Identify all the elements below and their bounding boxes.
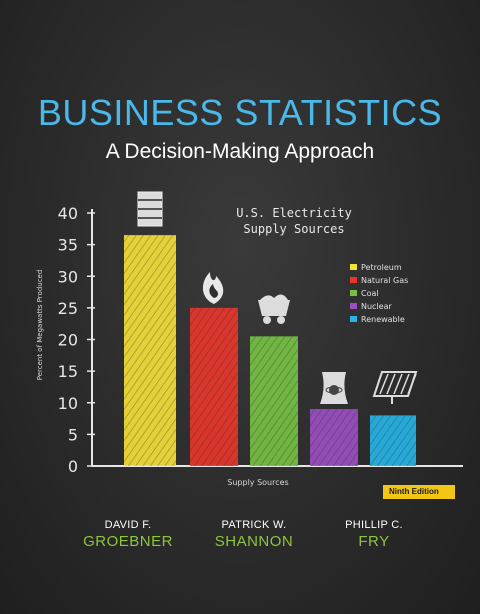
y-axis-label: Percent of Megawatts Produced [36,270,44,381]
y-tick-label: 40 [58,204,78,223]
bar-texture [190,308,238,466]
author-2-last: SHANNON [184,533,324,550]
y-tick-label: 35 [58,236,78,255]
x-axis-label: Supply Sources [227,478,288,487]
author-2-first: PATRICK W. [184,519,324,531]
author-3-first: PHILLIP C. [304,519,444,531]
y-tick-label: 10 [58,394,78,413]
panel-cell [401,374,409,394]
author-1: DAVID F. GROEBNER [58,519,198,550]
edition-badge: Ninth Edition [383,485,455,499]
bar-texture [310,409,358,466]
author-3-last: FRY [304,533,444,550]
cart-wheel [263,316,271,324]
flame-icon [203,272,223,304]
y-tick-label: 0 [68,457,78,476]
author-3: PHILLIP C. FRY [304,519,444,550]
oil-barrel-icon [138,192,162,226]
legend-label: Nuclear [361,302,393,311]
nuclear-plant-icon [320,372,348,404]
cart-body [258,300,290,316]
panel-cell [387,374,395,394]
y-tick-label: 5 [68,425,78,444]
y-tick-label: 30 [58,267,78,286]
legend-label: Natural Gas [361,276,408,285]
bar-texture [250,336,298,466]
author-1-first: DAVID F. [58,519,198,531]
legend-swatch [350,277,357,283]
y-tick-label: 15 [58,362,78,381]
panel-cell [394,374,402,394]
legend-label: Renewable [361,315,405,324]
legend-label: Coal [361,289,379,298]
author-1-last: GROEBNER [58,533,198,550]
bar-texture [370,415,416,466]
coal-cart-icon [258,294,290,324]
legend-swatch [350,316,357,322]
coal-pile [260,294,288,300]
chart-title-line-2: Supply Sources [243,222,344,236]
legend-swatch [350,290,357,296]
panel-cell [408,374,416,394]
author-2: PATRICK W. SHANNON [184,519,324,550]
solar-panel-icon [374,372,416,404]
chart-title-line-1: U.S. Electricity [236,206,352,220]
legend-swatch [350,303,357,309]
y-tick-label: 20 [58,331,78,350]
legend-label: Petroleum [361,263,402,272]
cart-wheel [277,316,285,324]
legend-swatch [350,264,357,270]
bar-texture [124,235,176,466]
y-tick-label: 25 [58,299,78,318]
